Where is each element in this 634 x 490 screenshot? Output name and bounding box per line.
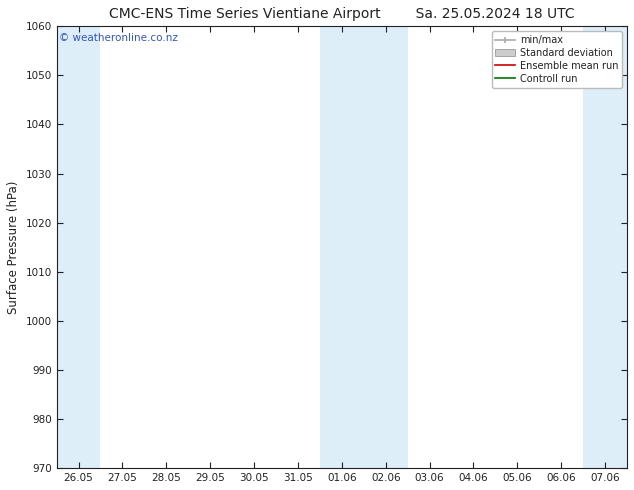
- Y-axis label: Surface Pressure (hPa): Surface Pressure (hPa): [7, 180, 20, 314]
- Title: CMC-ENS Time Series Vientiane Airport        Sa. 25.05.2024 18 UTC: CMC-ENS Time Series Vientiane Airport Sa…: [109, 7, 574, 21]
- Bar: [320, 26, 408, 468]
- Bar: [583, 26, 627, 468]
- Bar: [56, 26, 101, 468]
- Text: © weatheronline.co.nz: © weatheronline.co.nz: [60, 33, 178, 43]
- Legend: min/max, Standard deviation, Ensemble mean run, Controll run: min/max, Standard deviation, Ensemble me…: [491, 31, 622, 88]
